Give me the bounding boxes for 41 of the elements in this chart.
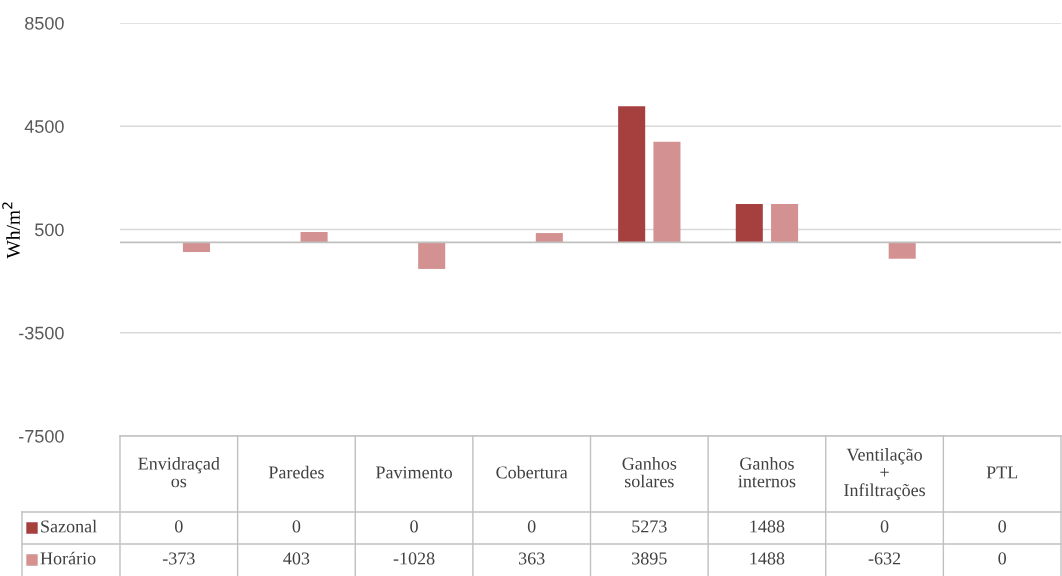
data-label: 0 (174, 520, 183, 533)
x-tick-label: Cobertura (496, 465, 568, 479)
bar (653, 141, 681, 243)
bar (535, 233, 563, 243)
data-label: -373 (162, 552, 195, 565)
y-axis-title: Wh/m$^{2}$ (2, 202, 20, 259)
bar (418, 242, 446, 269)
data-label: 363 (519, 552, 545, 565)
x-tick-label: Ganhos solares (622, 457, 677, 488)
bar (735, 204, 763, 243)
bar (771, 204, 799, 243)
y-tick-label: 500 (35, 223, 64, 237)
data-label: 0 (292, 520, 301, 533)
data-label: 403 (283, 552, 310, 565)
bar (182, 242, 210, 253)
bar (888, 242, 916, 259)
legend-label: Sazonal (41, 519, 97, 533)
data-label: 0 (527, 520, 536, 533)
x-tick-label: Envidraçad os (138, 457, 220, 488)
bar (300, 232, 328, 243)
x-tick-label: Ganhos internos (738, 457, 796, 488)
bar (618, 106, 646, 243)
x-tick-label: PTL (986, 466, 1018, 479)
data-label: 0 (410, 520, 418, 533)
legend-label: Horário (40, 551, 96, 565)
data-label: 0 (998, 520, 1007, 533)
x-tick-label: Pavimento (375, 466, 452, 479)
data-label: 1488 (750, 520, 785, 533)
x-tick-label: Ventilação + Infiltrações (844, 448, 926, 500)
data-label: -632 (868, 552, 901, 565)
y-tick-label: 8500 (25, 16, 64, 30)
x-tick-label: Paredes (268, 465, 324, 479)
data-label: 0 (998, 552, 1007, 565)
data-label: -1028 (393, 552, 435, 565)
data-label: 3895 (632, 552, 667, 565)
y-tick-label: -3500 (19, 326, 64, 340)
data-label: 5273 (632, 520, 667, 533)
data-label: 1488 (750, 552, 785, 565)
y-tick-label: 4500 (24, 120, 64, 133)
y-tick-label: -7500 (19, 429, 64, 443)
data-label: 0 (880, 520, 889, 533)
